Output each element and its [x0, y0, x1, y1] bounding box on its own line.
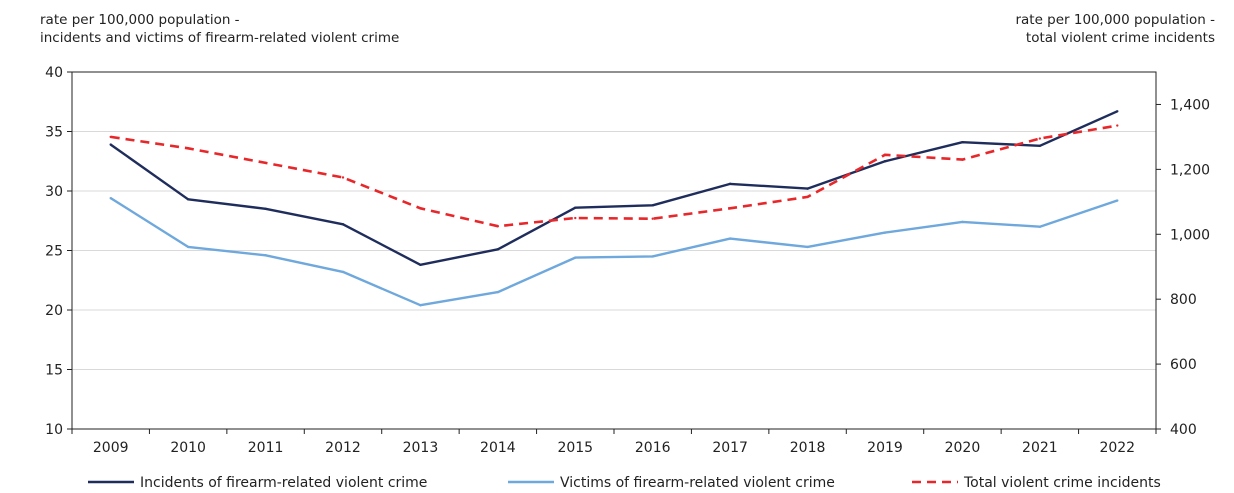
x-tick-label: 2013	[403, 440, 439, 456]
series-1-point	[961, 141, 964, 144]
series-line-2	[110, 197, 1118, 307]
series-2-point	[651, 255, 654, 258]
series-3-point	[419, 207, 422, 210]
x-tick-label: 2018	[790, 440, 826, 456]
series-2-point	[806, 245, 809, 249]
series-3-point	[651, 217, 654, 220]
series-3-point	[341, 176, 345, 179]
series-1-point	[186, 198, 190, 201]
left-tick-label: 35	[45, 125, 63, 141]
series-2-point	[1038, 225, 1042, 228]
legend-label-3: Total violent crime incidents	[963, 475, 1161, 491]
right-tick-label: 1,400	[1170, 97, 1210, 113]
x-tick-label: 2012	[325, 440, 361, 456]
right-tick-label: 600	[1170, 357, 1197, 373]
series-3-point	[1038, 137, 1042, 140]
series-1-point	[1038, 144, 1042, 147]
series-3-point	[264, 161, 267, 165]
series-1-point	[109, 143, 112, 146]
right-axis-title-line-1: rate per 100,000 population -	[1015, 12, 1215, 28]
x-tick-label: 2014	[480, 440, 516, 456]
series-1-point	[1116, 110, 1119, 113]
right-tick-label: 1,200	[1170, 162, 1210, 178]
x-tick-label: 2009	[93, 440, 129, 456]
x-tick-label: 2017	[712, 440, 748, 456]
x-tick-label: 2015	[557, 440, 593, 456]
series-1-point	[264, 207, 267, 211]
series-2-point	[1116, 199, 1119, 202]
series-line-1	[110, 110, 1118, 266]
series-2-point	[186, 245, 190, 249]
series-2-point	[883, 231, 887, 234]
series-2-point	[496, 290, 500, 294]
right-tick-label: 1,000	[1170, 227, 1210, 243]
series-1-point	[496, 248, 500, 251]
series-3-point	[496, 224, 500, 228]
left-tick-label: 30	[45, 184, 63, 200]
x-tick-label: 2022	[1099, 440, 1135, 456]
series-2-point	[109, 196, 112, 200]
series-1-point	[574, 206, 577, 209]
left-tick-label: 15	[45, 363, 63, 379]
x-tick-label: 2021	[1022, 440, 1058, 456]
series-1-point	[728, 182, 732, 186]
left-axis-title-line-1: rate per 100,000 population -	[40, 12, 240, 28]
x-tick-label: 2011	[248, 440, 284, 456]
x-axis-ticks: 2009 2010 2011 2012 2013 2014 2015 2016 2017 2018…	[71, 429, 1157, 456]
series-2-point	[264, 254, 267, 257]
series-1-point	[806, 187, 809, 190]
series-1-point	[883, 160, 887, 163]
left-tick-label: 20	[45, 303, 63, 319]
series-layer	[109, 110, 1119, 307]
series-2-point	[574, 256, 577, 259]
series-2-point	[728, 237, 732, 240]
legend-label-2: Victims of firearm-related violent crime	[560, 475, 835, 491]
series-2-point	[961, 220, 964, 224]
series-1-point	[419, 263, 422, 266]
right-tick-label: 400	[1170, 422, 1197, 438]
x-tick-label: 2010	[170, 440, 206, 456]
right-axis-title-line-2: total violent crime incidents	[1026, 30, 1215, 46]
series-3-point	[728, 207, 732, 210]
series-3-point	[806, 195, 809, 199]
left-axis-ticks: 10 15 20 25 30 35 40	[45, 65, 72, 438]
left-axis-title: rate per 100,000 population - incidents …	[40, 12, 399, 46]
right-tick-label: 800	[1170, 292, 1197, 308]
series-3-point	[574, 216, 577, 220]
right-axis-ticks: 400 600 800 1,000 1,200 1,400	[1156, 97, 1210, 438]
left-tick-label: 25	[45, 244, 63, 260]
right-axis-title: rate per 100,000 population - total viol…	[1015, 12, 1215, 46]
x-tick-label: 2016	[635, 440, 671, 456]
series-1-point	[341, 223, 345, 226]
series-3-point	[109, 135, 112, 139]
series-2-point	[341, 270, 345, 274]
series-3-point	[1116, 124, 1119, 127]
series-line-3	[110, 124, 1118, 228]
x-tick-label: 2019	[867, 440, 903, 456]
gridlines	[72, 131, 1156, 370]
series-3-point	[186, 147, 190, 150]
series-1-point	[651, 204, 654, 207]
left-axis-title-line-2: incidents and victims of firearm-related…	[40, 30, 399, 46]
series-2-point	[419, 304, 422, 307]
x-tick-label: 2020	[945, 440, 981, 456]
series-3-point	[961, 158, 964, 161]
left-tick-label: 40	[45, 65, 63, 81]
left-tick-label: 10	[45, 422, 63, 438]
series-3-point	[883, 153, 887, 156]
legend-label-1: Incidents of firearm-related violent cri…	[140, 475, 427, 491]
legend: Incidents of firearm-related violent cri…	[88, 475, 1161, 491]
